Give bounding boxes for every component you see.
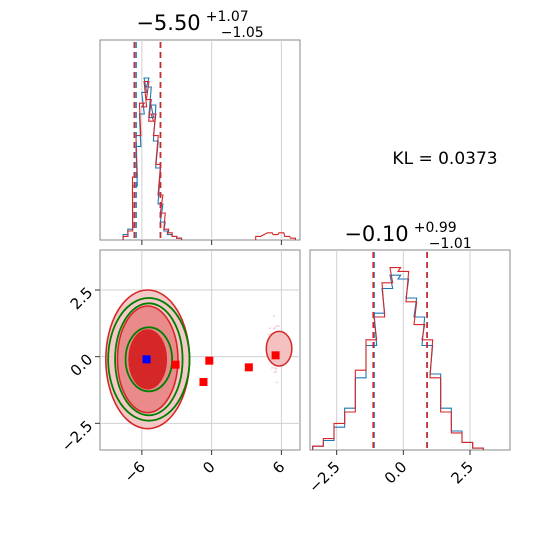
joint-red-marker [171, 360, 180, 369]
joint-red-marker [199, 378, 208, 386]
right-hist-series-1 [312, 267, 484, 450]
joint-sample-point [267, 333, 270, 336]
joint-red-marker [271, 351, 280, 360]
right-title: −0.10 +0.99 −1.01 [344, 217, 471, 252]
joint-red-secondary-contour [265, 330, 293, 367]
top-title: −5.50 +1.07 −1.05 [136, 6, 263, 41]
right-x-tick-label: 0.0 [381, 458, 411, 488]
joint-sample-point [277, 324, 280, 327]
joint-blue-marker [142, 355, 151, 364]
joint-red-marker [244, 363, 253, 372]
joint-x-tick-label: −6 [121, 458, 149, 486]
joint-y-tick-label: 0.0 [67, 350, 97, 380]
joint-green-contour [114, 302, 184, 417]
right-x-ticks: −2.5 0.0 2.5 [305, 450, 477, 496]
joint-x-tick-label: 6 [269, 458, 288, 477]
top-hist-frame [99, 39, 301, 241]
top-hist-series-1 [122, 81, 297, 240]
joint-sample-point [273, 315, 276, 318]
joint-y-tick-label: −2.5 [58, 417, 96, 455]
joint-sample-point [275, 381, 278, 384]
joint-green-contour [107, 297, 191, 422]
joint-frame [99, 249, 301, 451]
joint-red-marker [205, 356, 214, 365]
joint-sample-point [269, 327, 272, 330]
right-hist-frame [309, 249, 511, 451]
top-hist [122, 40, 297, 245]
joint-y-tick-label: 2.5 [67, 284, 97, 314]
right-x-tick-label: −2.5 [305, 458, 343, 496]
joint-sample-point [273, 326, 276, 329]
joint-sample-point [271, 366, 274, 369]
top-hist-series-0 [122, 77, 183, 240]
joint-x-tick-label: 0 [199, 458, 218, 477]
kl-label: KL = 0.0373 [392, 149, 497, 169]
right-hist [312, 250, 484, 450]
joint-y-ticks: −2.5 0.0 2.5 [58, 284, 100, 455]
joint-sample-point [275, 368, 278, 371]
joint-sample-point [274, 370, 277, 373]
joint-green-contour [124, 326, 173, 393]
joint-panel [100, 250, 300, 450]
joint-sample-point [275, 325, 278, 328]
joint-x-ticks: −6 0 6 [121, 450, 288, 486]
right-x-tick-label: 2.5 [447, 458, 477, 488]
